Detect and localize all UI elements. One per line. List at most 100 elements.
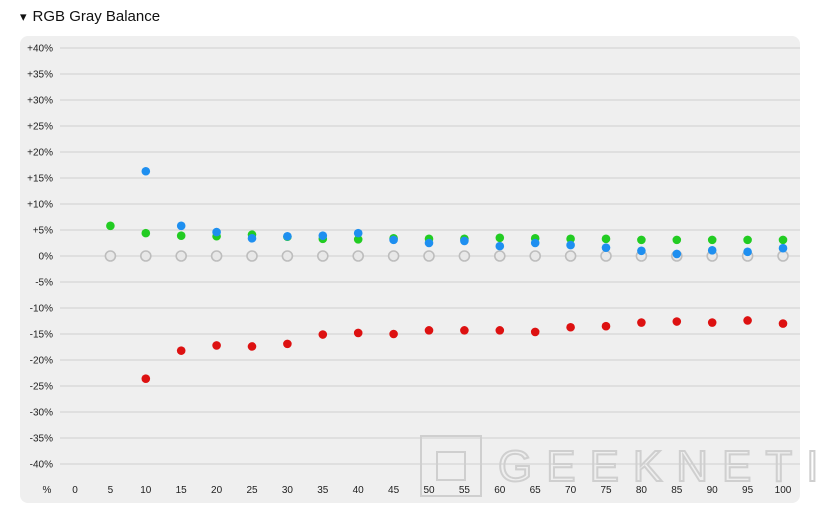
- x-tick-label: 0: [72, 485, 78, 496]
- data-point-series-2: [601, 243, 611, 252]
- data-point-series-2: [778, 243, 788, 253]
- data-point-series-1: [778, 235, 788, 245]
- y-tick-label: -10%: [30, 304, 53, 315]
- data-point-series-1: [141, 228, 151, 238]
- chart-panel: [20, 36, 800, 503]
- x-tick-label: 30: [282, 485, 294, 496]
- x-tick-label: 70: [565, 485, 577, 496]
- x-tick-label: 90: [707, 485, 719, 496]
- data-point-series-3: [460, 326, 469, 335]
- data-point-series-2: [637, 246, 646, 256]
- data-point-series-2: [530, 238, 540, 248]
- y-tick-label: +5%: [33, 226, 53, 237]
- data-point-series-3: [389, 329, 398, 339]
- x-tick-label: 40: [353, 485, 365, 496]
- data-point-series-3: [495, 326, 505, 335]
- y-tick-label: -35%: [30, 434, 53, 445]
- data-point-series-3: [176, 346, 186, 355]
- data-point-series-0: [564, 250, 577, 262]
- x-tick-label: 65: [530, 485, 542, 496]
- data-point-series-2: [460, 236, 469, 246]
- data-point-series-2: [353, 228, 363, 238]
- data-point-series-3: [566, 322, 575, 332]
- data-point-series-2: [495, 241, 505, 251]
- data-point-series-0: [175, 250, 187, 262]
- data-point-series-2: [212, 227, 221, 237]
- data-point-series-2: [141, 166, 151, 176]
- x-tick-label: 85: [671, 485, 683, 496]
- data-point-series-1: [637, 235, 646, 245]
- data-point-series-0: [140, 250, 152, 262]
- x-tick-label: 25: [246, 485, 258, 496]
- x-tick-label: 5: [108, 485, 114, 496]
- data-point-series-2: [389, 235, 398, 245]
- data-point-series-2: [247, 234, 257, 243]
- y-tick-label: -15%: [30, 330, 53, 341]
- data-point-series-1: [353, 235, 363, 244]
- x-tick-label: 75: [600, 485, 612, 496]
- data-point-series-3: [247, 342, 257, 351]
- y-tick-label: +25%: [27, 122, 53, 133]
- data-point-series-0: [777, 250, 789, 262]
- data-point-series-1: [672, 235, 682, 245]
- y-tick-label: +20%: [27, 148, 53, 159]
- data-point-series-2: [424, 238, 434, 248]
- data-point-series-0: [281, 250, 294, 262]
- data-point-series-2: [743, 247, 752, 257]
- x-tick-label: 80: [636, 485, 648, 496]
- data-point-series-1: [601, 234, 611, 244]
- x-unit-label: %: [43, 485, 52, 496]
- section-title: RGB Gray Balance: [32, 8, 161, 25]
- data-point-series-0: [423, 250, 435, 262]
- data-point-series-3: [283, 339, 292, 349]
- x-tick-label: 10: [140, 485, 152, 496]
- data-point-series-2: [566, 240, 575, 250]
- data-point-series-1: [566, 234, 575, 244]
- data-point-series-0: [316, 250, 329, 262]
- y-tick-label: -25%: [30, 382, 53, 393]
- data-point-series-3: [424, 326, 434, 335]
- data-point-series-1: [176, 231, 186, 241]
- y-tick-label: +40%: [27, 44, 53, 55]
- x-tick-label: 35: [317, 485, 329, 496]
- collapse-triangle-icon[interactable]: ▾: [20, 9, 27, 24]
- data-point-series-2: [283, 231, 292, 241]
- data-point-series-0: [246, 250, 258, 262]
- data-point-series-1: [106, 221, 115, 231]
- data-point-series-3: [637, 318, 646, 327]
- y-tick-label: 0%: [39, 252, 54, 263]
- x-tick-label: 55: [459, 485, 471, 496]
- y-tick-label: -5%: [35, 278, 53, 289]
- y-tick-label: +35%: [27, 70, 53, 81]
- data-point-series-2: [318, 231, 328, 241]
- data-point-series-1: [707, 235, 717, 245]
- y-tick-label: -30%: [30, 408, 53, 419]
- watermark-logo: GEEKNETIC: [420, 435, 829, 497]
- data-point-series-3: [707, 318, 717, 327]
- y-tick-label: +15%: [27, 174, 53, 185]
- data-point-series-0: [493, 250, 506, 262]
- data-point-series-3: [743, 316, 752, 325]
- data-point-series-3: [353, 328, 363, 338]
- data-point-series-0: [458, 250, 471, 262]
- data-point-series-3: [141, 374, 151, 384]
- watermark-text: GEEKNETIC: [498, 442, 829, 491]
- data-point-series-2: [176, 221, 186, 231]
- y-tick-label: +10%: [27, 200, 53, 211]
- data-point-series-1: [743, 235, 752, 245]
- data-point-series-3: [778, 319, 788, 328]
- data-point-series-3: [530, 327, 540, 337]
- y-tick-label: -40%: [30, 460, 53, 471]
- x-tick-label: 20: [211, 485, 223, 496]
- section-header[interactable]: ▾ RGB Gray Balance: [20, 8, 160, 25]
- data-point-series-0: [104, 250, 117, 262]
- data-point-series-3: [212, 341, 221, 350]
- x-tick-label: 95: [742, 485, 754, 496]
- data-point-series-0: [387, 250, 400, 262]
- data-point-series-2: [707, 245, 717, 255]
- x-tick-label: 15: [176, 485, 188, 496]
- x-tick-label: 50: [423, 485, 435, 496]
- data-point-series-3: [318, 330, 328, 339]
- data-point-series-3: [601, 321, 611, 331]
